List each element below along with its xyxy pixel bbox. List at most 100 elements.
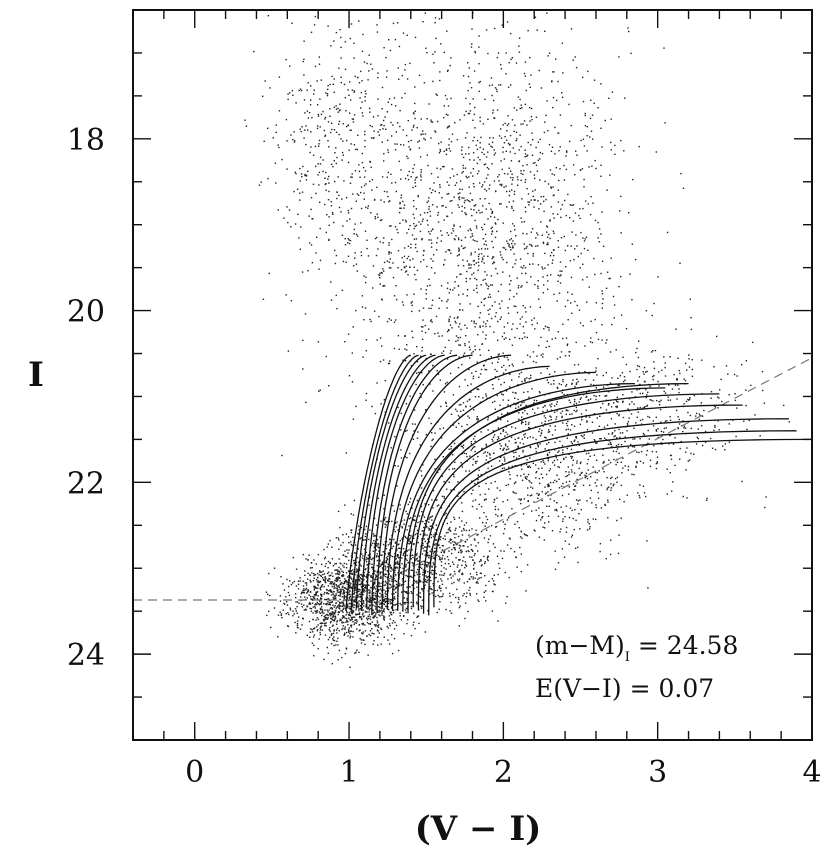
scatter-point — [289, 580, 291, 582]
scatter-point — [422, 464, 424, 466]
scatter-point — [411, 129, 413, 131]
scatter-point — [558, 478, 560, 480]
scatter-point — [736, 407, 738, 409]
scatter-point — [714, 426, 716, 428]
scatter-point — [355, 622, 358, 624]
scatter-point — [466, 581, 469, 583]
scatter-point — [450, 601, 452, 604]
scatter-point — [560, 208, 562, 210]
scatter-point — [743, 420, 745, 422]
scatter-point — [537, 285, 539, 287]
scatter-point — [414, 36, 417, 39]
scatter-point — [451, 548, 453, 551]
scatter-point — [312, 631, 314, 633]
scatter-point — [316, 609, 318, 612]
scatter-point — [357, 594, 359, 597]
scatter-point — [601, 307, 603, 309]
scatter-point — [383, 618, 385, 620]
scatter-point — [385, 567, 387, 569]
scatter-point — [472, 350, 474, 353]
scatter-point — [578, 467, 580, 470]
scatter-point — [367, 608, 369, 610]
scatter-point — [676, 379, 678, 381]
scatter-point — [348, 602, 351, 605]
scatter-point — [491, 590, 494, 593]
scatter-point — [559, 146, 561, 148]
scatter-point — [368, 614, 371, 616]
scatter-point — [412, 199, 415, 202]
scatter-point — [388, 362, 391, 365]
scatter-point — [348, 549, 350, 551]
scatter-point — [321, 629, 323, 631]
scatter-point — [328, 609, 330, 611]
scatter-point — [323, 603, 325, 605]
scatter-point — [579, 528, 581, 530]
scatter-point — [647, 391, 649, 393]
scatter-point — [484, 278, 486, 280]
scatter-point — [393, 577, 395, 580]
scatter-point — [316, 598, 319, 600]
scatter-point — [472, 550, 474, 552]
scatter-point — [328, 580, 330, 582]
scatter-point — [453, 224, 455, 226]
scatter-point — [355, 309, 357, 312]
scatter-point — [459, 336, 461, 339]
scatter-point — [569, 401, 572, 404]
scatter-point — [571, 382, 573, 385]
scatter-point — [597, 107, 599, 109]
scatter-point — [562, 482, 564, 485]
scatter-point — [273, 567, 276, 569]
scatter-point — [342, 602, 344, 604]
scatter-point — [608, 486, 610, 488]
scatter-point — [430, 121, 433, 123]
scatter-point — [579, 499, 581, 501]
scatter-point — [571, 464, 574, 466]
scatter-point — [325, 231, 327, 234]
scatter-point — [597, 221, 599, 224]
scatter-point — [430, 525, 433, 527]
scatter-point — [375, 603, 377, 605]
scatter-point — [470, 441, 473, 443]
scatter-point — [301, 624, 303, 626]
scatter-point — [329, 115, 331, 117]
scatter-point — [448, 193, 450, 195]
scatter-point — [296, 624, 299, 626]
scatter-point — [607, 443, 610, 445]
scatter-point — [574, 174, 576, 176]
scatter-point — [355, 583, 357, 585]
scatter-point — [570, 536, 573, 538]
scatter-point — [377, 636, 379, 638]
scatter-point — [384, 592, 386, 594]
scatter-point — [659, 408, 662, 411]
scatter-point — [424, 554, 426, 556]
scatter-point — [690, 317, 692, 319]
scatter-point — [354, 574, 356, 576]
scatter-point — [516, 521, 519, 523]
scatter-point — [600, 175, 602, 177]
scatter-point — [622, 380, 625, 383]
scatter-point — [352, 418, 355, 420]
scatter-point — [343, 592, 345, 594]
scatter-point — [419, 392, 421, 395]
scatter-point — [474, 450, 476, 453]
scatter-point — [409, 586, 411, 588]
scatter-point — [589, 497, 592, 499]
scatter-point — [556, 99, 558, 102]
scatter-point — [552, 259, 554, 261]
scatter-point — [399, 539, 401, 542]
scatter-point — [497, 320, 499, 323]
scatter-point — [479, 354, 482, 356]
scatter-point — [717, 407, 719, 409]
scatter-point — [289, 609, 292, 611]
scatter-point — [426, 581, 428, 584]
scatter-point — [447, 282, 449, 284]
scatter-point — [561, 548, 564, 550]
scatter-point — [335, 573, 337, 575]
scatter-point — [365, 587, 367, 589]
scatter-point — [430, 445, 432, 448]
scatter-point — [473, 561, 476, 564]
scatter-point — [434, 558, 436, 560]
scatter-point — [529, 86, 531, 88]
scatter-point — [517, 398, 519, 401]
scatter-point — [346, 607, 348, 609]
